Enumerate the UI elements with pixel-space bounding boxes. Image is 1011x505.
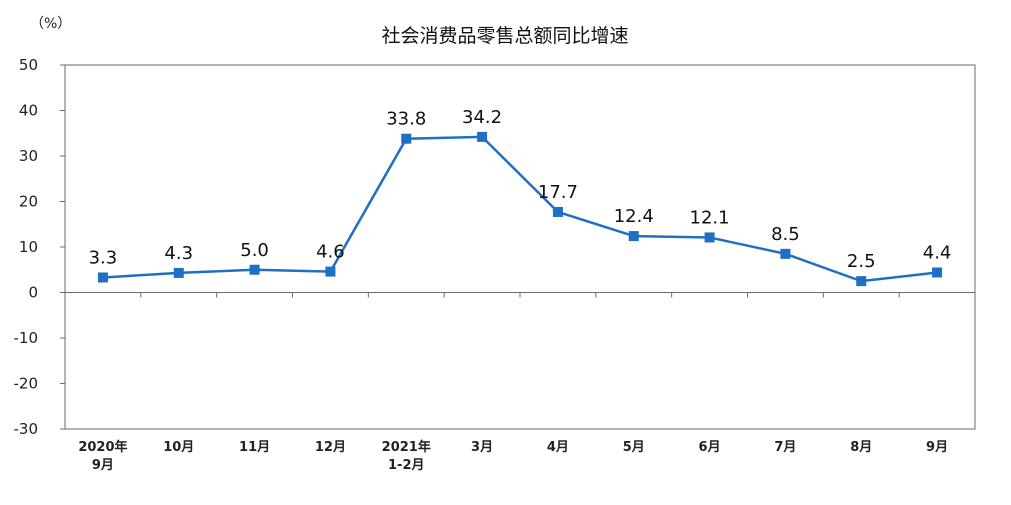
data-point-marker (477, 131, 488, 142)
data-point-marker (856, 276, 867, 287)
data-point-marker (552, 206, 563, 217)
data-labels-layer: 3.3 4.3 5.0 4.6 33.8 34.2 17.7 12.4 12.1 8.5 2.5 4.… (89, 107, 952, 272)
data-point-marker (325, 266, 336, 277)
plot-area-frame (64, 64, 976, 430)
axes-layer: 50 40 30 20 10 0 -10 -20 -30 2020年 9月 10月 11月 12月 2021… (14, 56, 975, 473)
y-tick-label: -30 (14, 420, 39, 438)
data-label: 4.4 (923, 242, 952, 263)
y-tick-label: 10 (19, 238, 38, 256)
series-line (102, 135, 938, 283)
y-tick-label: 40 (19, 102, 38, 120)
x-tick-label: 6月 (699, 440, 721, 455)
data-label: 12.4 (614, 206, 654, 227)
x-tick-label: 4月 (547, 440, 569, 455)
x-tick-label: 9月 (926, 440, 948, 455)
x-tick-label: 11月 (239, 440, 270, 455)
chart-title: 社会消费品零售总额同比增速 (381, 25, 628, 47)
data-point-marker (628, 231, 639, 242)
x-tick-label: 3月 (471, 440, 493, 455)
data-label: 3.3 (89, 247, 118, 268)
data-point-marker (932, 267, 943, 278)
x-tick-label: 8月 (850, 440, 872, 455)
data-label: 4.6 (316, 242, 345, 263)
data-label: 8.5 (771, 224, 800, 245)
data-point-marker (704, 232, 715, 243)
data-point-marker (173, 267, 184, 278)
data-label: 33.8 (386, 109, 426, 130)
data-point-marker (401, 133, 412, 144)
data-point-marker (97, 272, 108, 283)
y-unit-label: （%） (30, 16, 71, 32)
y-tick-label: 50 (19, 56, 38, 74)
x-tick-label: 9月 (92, 458, 114, 473)
y-tick-label: 30 (19, 147, 38, 165)
y-tick-label: -20 (14, 375, 39, 393)
data-label: 5.0 (240, 240, 269, 261)
x-tick-label: 2020年 (78, 439, 127, 455)
x-tick-label: 1-2月 (388, 458, 425, 473)
data-label: 2.5 (847, 251, 876, 272)
y-tick-label: 20 (19, 193, 38, 211)
y-tick-label: -10 (14, 329, 39, 347)
y-tick-label: 0 (28, 284, 38, 302)
x-tick-label: 2021年 (382, 439, 431, 455)
x-tick-label: 5月 (623, 440, 645, 455)
data-label: 17.7 (538, 182, 578, 203)
data-label: 12.1 (690, 207, 730, 228)
x-tick-label: 10月 (163, 440, 194, 455)
data-point-marker (249, 264, 260, 275)
x-tick-label: 12月 (315, 440, 346, 455)
data-point-marker (780, 248, 791, 259)
x-tick-label: 7月 (774, 440, 796, 455)
data-label: 34.2 (462, 107, 502, 128)
data-label: 4.3 (164, 243, 193, 264)
series-layer (97, 131, 943, 287)
